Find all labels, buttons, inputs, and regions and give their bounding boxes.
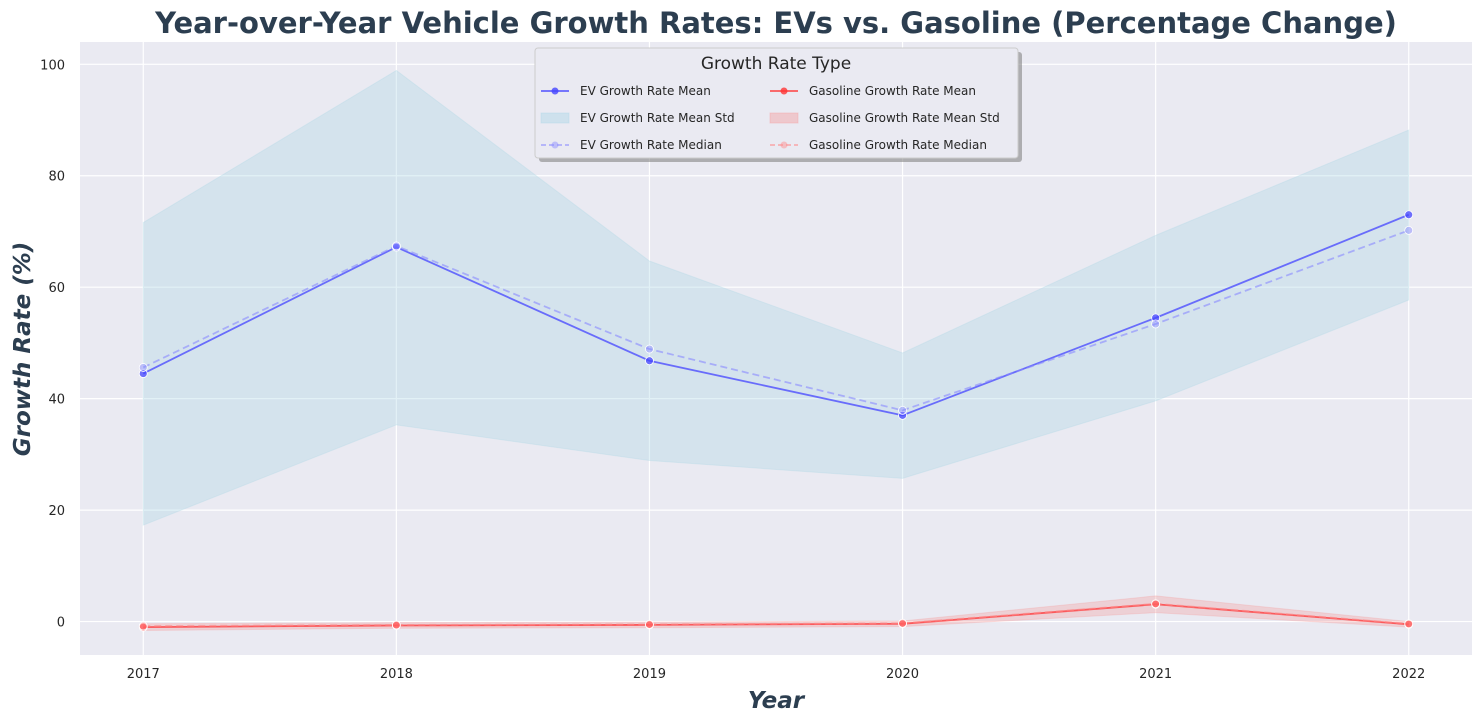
data-point [1404,225,1414,235]
data-point [898,410,907,420]
y-tick-label: 100 [40,58,65,73]
y-tick-label: 0 [57,616,65,631]
x-tick-label: 2017 [127,667,160,682]
tick-labels: 0 20 40 60 80 100 2017 2018 2019 2020 2021 2022 [40,58,1425,682]
legend-entry-label: Gasoline Growth Rate Mean [809,84,976,98]
data-point [391,620,401,630]
y-tick-label: 60 [48,281,65,296]
data-point [1151,313,1161,323]
legend-marker [551,141,559,149]
legend-marker [780,141,788,149]
legend-entry-label: EV Growth Rate Mean Std [580,111,735,125]
legend-band-swatch [769,112,799,124]
series-lines [142,213,1410,629]
data-point [391,241,401,251]
x-tick-label: 2021 [1139,667,1172,682]
legend-entry-label: EV Growth Rate Mean [580,84,711,98]
y-tick-label: 80 [48,170,65,185]
legend-entry-label: Gasoline Growth Rate Median [809,138,987,152]
legend-box [534,47,1019,159]
legend-entry-label: Gasoline Growth Rate Mean Std [809,111,1000,125]
data-point [898,405,907,415]
x-tick-label: 2018 [380,667,413,682]
legend-title: Growth Rate Type [701,54,851,74]
data-point [645,356,654,366]
x-axis-label: Year [748,688,806,714]
data-point [138,621,148,631]
legend-marker [551,87,559,95]
data-point [1151,599,1161,609]
data-point [645,619,654,629]
chart-title: Year-over-Year Vehicle Growth Rates: EVs… [154,6,1397,40]
legend-entry-label: EV Growth Rate Median [580,138,722,152]
data-point [1151,319,1161,329]
grid [80,42,1472,655]
y-axis-label: Growth Rate (%) [10,242,36,457]
legend-band-swatch [540,112,570,124]
data-point [138,363,148,372]
legend: Growth Rate Type EV Growth Rate Mean EV G… [534,47,1022,162]
std-band-0 [142,69,1410,526]
data-point [645,344,654,354]
data-point [898,618,907,628]
y-tick-label: 40 [48,393,65,408]
series-points [138,210,1414,632]
legend-marker [780,87,788,95]
x-tick-label: 2020 [886,667,919,682]
series-line-1 [142,229,1410,412]
data-point [1404,210,1414,220]
data-point [138,369,148,378]
x-tick-label: 2022 [1392,667,1425,682]
x-tick-label: 2019 [633,667,666,682]
data-point [1404,619,1414,629]
series-line-0 [142,213,1410,417]
y-tick-label: 20 [48,504,65,519]
series-line-3 [143,602,1409,627]
